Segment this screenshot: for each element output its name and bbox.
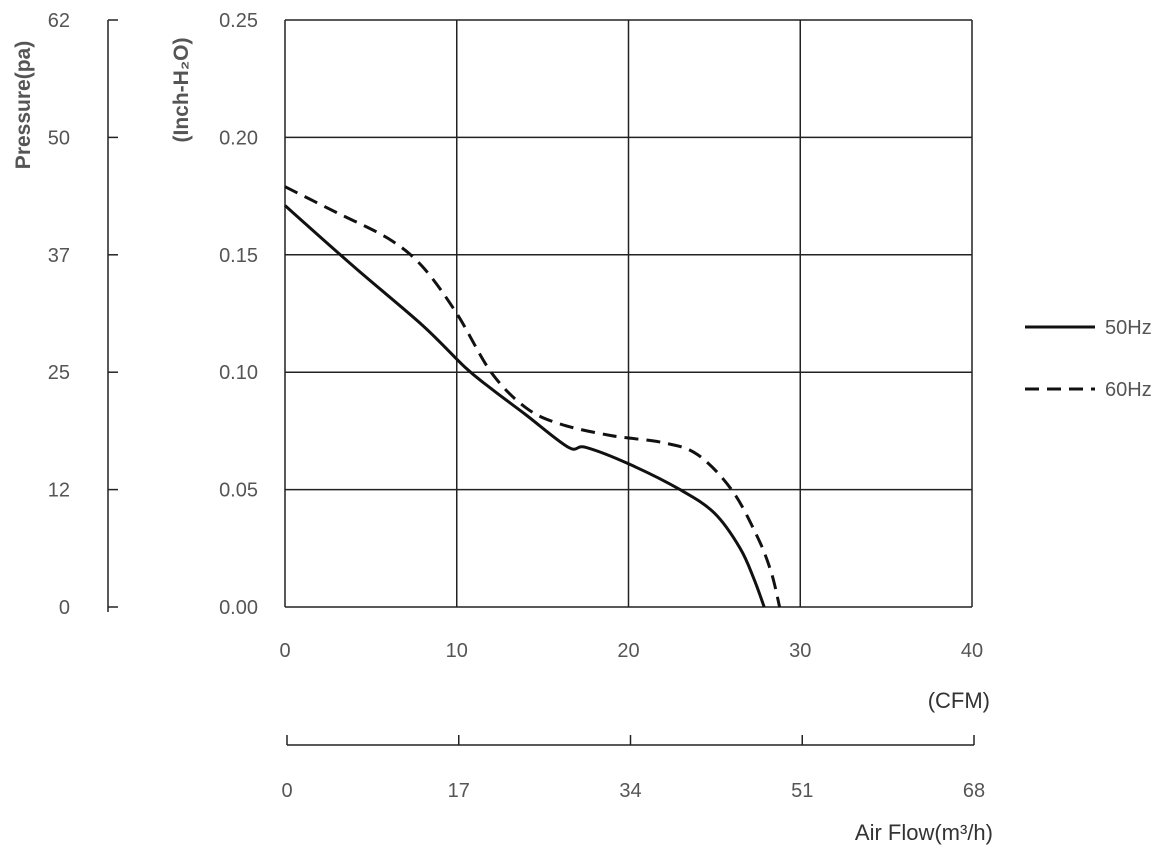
curve-60hz — [284, 185, 782, 608]
airflow-tick-label: 17 — [448, 780, 470, 802]
airflow-tick-label: 34 — [619, 780, 641, 802]
x-tick-label: 0 — [279, 640, 290, 662]
y-tick-label: 0.05 — [219, 480, 258, 502]
x-tick-label: 40 — [961, 640, 983, 662]
pressure-pa-axis-title: Pressure(pa) — [12, 41, 35, 169]
pressure-pa-tick-label: 62 — [48, 10, 70, 32]
y-tick-label: 0.20 — [219, 127, 258, 149]
plot-grid — [284, 19, 973, 608]
curve-50hz — [283, 204, 766, 608]
performance-curves — [283, 185, 782, 608]
pressure-inch-axis-title: (Inch-H₂O) — [170, 38, 193, 143]
legend: 50Hz 60Hz — [1025, 317, 1152, 401]
pressure-pa-tick-label: 12 — [48, 480, 70, 502]
pressure-pa-tick-label: 0 — [59, 597, 70, 619]
airflow-axis-title: Air Flow(m³/h) — [855, 820, 993, 845]
y-tick-label: 0.25 — [219, 10, 258, 32]
pressure-pa-tick-label: 25 — [48, 362, 70, 384]
airflow-tick-label: 0 — [281, 780, 292, 802]
x-tick-label: 20 — [617, 640, 639, 662]
x-tick-label: 30 — [789, 640, 811, 662]
y-tick-label: 0.10 — [219, 362, 258, 384]
legend-label-60hz: 60Hz — [1105, 379, 1152, 401]
x-tick-label: 10 — [446, 640, 468, 662]
legend-label-50hz: 50Hz — [1105, 317, 1152, 339]
y-tick-label: 0.00 — [219, 597, 258, 619]
axes: 0.00 0.05 0.10 0.15 0.20 0.25 0 12 25 37 50 62 0 10 20… — [48, 10, 985, 802]
pressure-pa-tick-label: 37 — [48, 245, 70, 267]
airflow-tick-label: 68 — [963, 780, 985, 802]
cfm-axis-title: (CFM) — [928, 688, 990, 713]
y-tick-label: 0.15 — [219, 245, 258, 267]
pressure-pa-tick-label: 50 — [48, 127, 70, 149]
airflow-tick-label: 51 — [791, 780, 813, 802]
